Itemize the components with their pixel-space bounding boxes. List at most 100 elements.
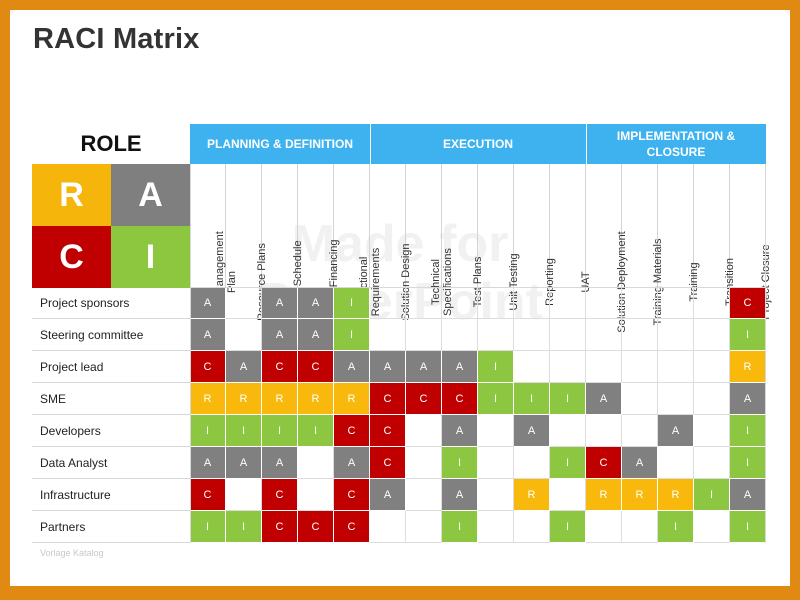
matrix-cell: I <box>694 479 730 511</box>
matrix-cell <box>478 287 514 319</box>
matrix-cell: A <box>442 351 478 383</box>
row-label-developers: Developers <box>32 415 190 447</box>
matrix-cell: A <box>226 351 262 383</box>
matrix-cell: A <box>334 351 370 383</box>
matrix-cell: A <box>514 415 550 447</box>
matrix-cell: A <box>190 447 226 479</box>
column-header-training-materials: Training Materials <box>622 164 664 326</box>
matrix-cell <box>622 287 658 319</box>
matrix-cell <box>658 447 694 479</box>
matrix-cell <box>658 383 694 415</box>
matrix-cell: C <box>190 351 226 383</box>
matrix-cell: I <box>478 383 514 415</box>
matrix-cell <box>406 447 442 479</box>
matrix-cell: R <box>226 383 262 415</box>
group-header-planning-definition: PLANNING & DEFINITION <box>190 124 370 164</box>
matrix-cell: I <box>442 447 478 479</box>
row-label-sme: SME <box>32 383 190 415</box>
matrix-cell <box>478 447 514 479</box>
matrix-cell: A <box>190 319 226 351</box>
matrix-cell: R <box>262 383 298 415</box>
matrix-cell: I <box>730 415 766 447</box>
matrix-cell: I <box>298 415 334 447</box>
row-label-project-sponsors: Project sponsors <box>32 287 190 319</box>
matrix-cell <box>658 287 694 319</box>
group-header-execution: EXECUTION <box>370 124 586 164</box>
matrix-cell <box>694 287 730 319</box>
slide: RACI Matrix Made for PowerPoint ROLE PLA… <box>10 10 790 586</box>
matrix-cell: C <box>190 479 226 511</box>
matrix-cell <box>622 383 658 415</box>
matrix-cell <box>514 511 550 543</box>
matrix-cell: C <box>298 351 334 383</box>
matrix-cell: A <box>658 415 694 447</box>
column-header-training: Training <box>658 164 700 302</box>
matrix-cell <box>586 415 622 447</box>
column-header-project-closure: Project Closure <box>730 164 772 320</box>
matrix-cell: A <box>262 447 298 479</box>
matrix-cell: A <box>298 287 334 319</box>
row-label-infrastructure: Infrastructure <box>32 479 190 511</box>
row-label-partners: Partners <box>32 511 190 543</box>
column-header-reporting: Reporting <box>514 164 556 306</box>
matrix-cell: R <box>658 479 694 511</box>
matrix-cell <box>370 511 406 543</box>
matrix-cell: C <box>262 351 298 383</box>
matrix-cell: I <box>730 319 766 351</box>
matrix-cell <box>694 383 730 415</box>
matrix-cell: C <box>370 447 406 479</box>
matrix-cell <box>550 415 586 447</box>
matrix-cell <box>694 415 730 447</box>
matrix-cell: R <box>622 479 658 511</box>
matrix-cell <box>370 287 406 319</box>
matrix-cell <box>226 287 262 319</box>
column-header-resource-plans: Resource Plans <box>226 164 268 321</box>
matrix-cell: I <box>190 511 226 543</box>
matrix-cell: R <box>514 479 550 511</box>
matrix-cell: I <box>442 511 478 543</box>
matrix-cell <box>478 415 514 447</box>
matrix-cell: A <box>370 351 406 383</box>
matrix-cell <box>298 447 334 479</box>
column-header-project-management-plan: Project Management Plan <box>190 164 238 333</box>
matrix-cell <box>298 479 334 511</box>
footer-text: Vorlage Katalog <box>40 548 104 558</box>
matrix-cell: I <box>190 415 226 447</box>
column-header-project-financing: Project Financing <box>298 164 340 325</box>
grid-line-header-bottom <box>190 287 766 288</box>
matrix-cell: C <box>370 415 406 447</box>
matrix-cell <box>550 479 586 511</box>
row-label-steering-committee: Steering committee <box>32 319 190 351</box>
matrix-cell: A <box>730 479 766 511</box>
group-separator <box>370 124 371 164</box>
matrix-cell <box>694 319 730 351</box>
matrix-cell: C <box>370 383 406 415</box>
matrix-cell: I <box>658 511 694 543</box>
matrix-cell <box>658 319 694 351</box>
matrix-cell <box>514 447 550 479</box>
raci-legend-i: I <box>111 226 190 288</box>
column-header-solution-deployment: Solution Deployment <box>586 164 628 333</box>
matrix-cell: I <box>550 447 586 479</box>
column-header-project-schedule: Project Schedule <box>262 164 304 324</box>
matrix-cell <box>478 479 514 511</box>
matrix-cell <box>550 287 586 319</box>
matrix-cell <box>442 287 478 319</box>
raci-legend-c: C <box>32 226 111 288</box>
matrix-cell <box>370 319 406 351</box>
matrix-cell <box>406 319 442 351</box>
matrix-cell <box>622 351 658 383</box>
matrix-cell <box>478 511 514 543</box>
matrix-cell: R <box>190 383 226 415</box>
matrix-cell: A <box>226 447 262 479</box>
matrix-cell <box>694 447 730 479</box>
matrix-cell <box>694 511 730 543</box>
matrix-cell: C <box>442 383 478 415</box>
matrix-cell <box>226 479 262 511</box>
matrix-cell <box>622 415 658 447</box>
matrix-cell: A <box>442 415 478 447</box>
matrix-cell: A <box>370 479 406 511</box>
matrix-cell: A <box>586 383 622 415</box>
column-header-solution-design: Solution Design <box>370 164 412 321</box>
matrix-cell: C <box>730 287 766 319</box>
